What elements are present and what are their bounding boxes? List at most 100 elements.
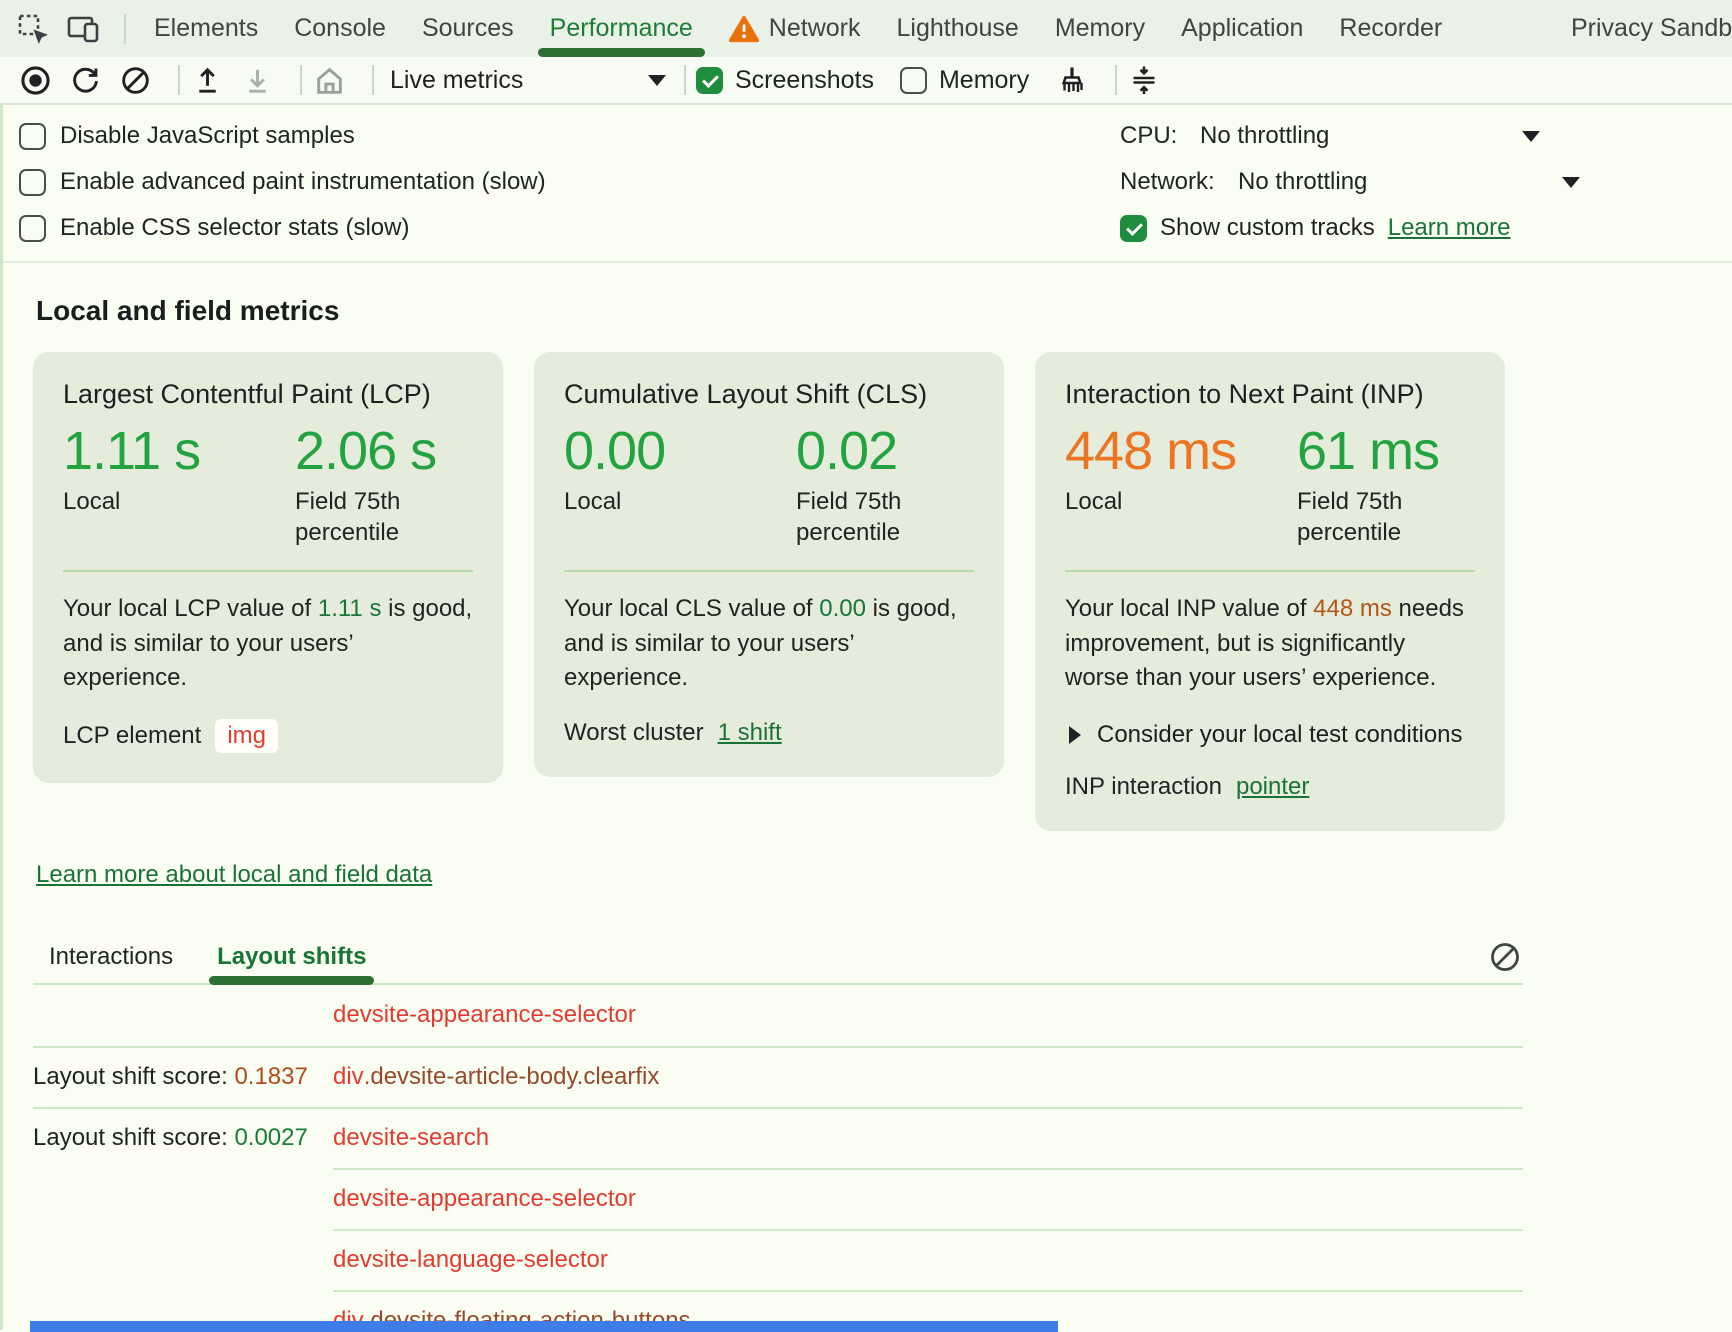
element-link[interactable]: devsite-language-selector bbox=[333, 1246, 608, 1274]
log-tabs: Interactions Layout shifts bbox=[33, 931, 1523, 985]
element-link[interactable]: devsite-search bbox=[333, 1124, 490, 1152]
lcp-card: Largest Contentful Paint (LCP) 1.11 s Lo… bbox=[33, 352, 503, 783]
card-divider bbox=[1065, 570, 1475, 573]
css-selector-stats-checkbox[interactable] bbox=[19, 214, 46, 242]
cls-field-label: Field 75th percentile bbox=[796, 488, 902, 547]
toolbar-separator bbox=[124, 13, 126, 44]
lcp-card-title: Largest Contentful Paint (LCP) bbox=[63, 379, 431, 409]
element-link[interactable]: devsite-appearance-selector bbox=[333, 1001, 636, 1029]
lcp-local-label: Local bbox=[63, 488, 121, 516]
load-profile-icon[interactable] bbox=[190, 63, 224, 97]
advanced-paint-instrumentation-row[interactable]: Enable advanced paint instrumentation (s… bbox=[19, 159, 1732, 205]
tab-network[interactable]: Network bbox=[711, 0, 879, 57]
screenshots-checkbox[interactable] bbox=[696, 66, 723, 94]
lcp-field-label: Field 75th percentile bbox=[295, 488, 401, 547]
layout-shift-score: 0.0027 bbox=[234, 1124, 308, 1152]
lcp-inline-value: 1.11 s bbox=[317, 595, 382, 623]
collect-garbage-icon[interactable] bbox=[1055, 63, 1089, 97]
clear-button[interactable] bbox=[118, 63, 152, 97]
inp-local-value: 448 ms bbox=[1065, 421, 1237, 481]
toolbar-separator bbox=[684, 65, 686, 95]
layout-shift-score: 0.1837 bbox=[234, 1063, 308, 1091]
lcp-field-value: 2.06 s bbox=[295, 421, 437, 481]
cls-description: Your local CLS value of 0.00 is good, an… bbox=[564, 595, 957, 691]
inp-inline-value: 448 ms bbox=[1313, 595, 1392, 623]
tab-sources[interactable]: Sources bbox=[421, 14, 514, 42]
element-link[interactable]: devsite-appearance-selector bbox=[333, 1185, 636, 1213]
screenshots-checkbox-row[interactable]: Screenshots bbox=[696, 66, 874, 95]
disclosure-triangle-icon bbox=[1069, 725, 1081, 744]
reload-and-record-button[interactable] bbox=[68, 63, 102, 97]
cls-local-label: Local bbox=[564, 488, 622, 516]
chevron-down-icon bbox=[1562, 176, 1580, 188]
tab-elements[interactable]: Elements bbox=[154, 14, 259, 42]
cpu-throttling-select[interactable]: CPU: No throttling bbox=[1120, 113, 1732, 159]
record-button[interactable] bbox=[18, 63, 52, 97]
lcp-description: Your local LCP value of 1.11 s is good, … bbox=[63, 595, 473, 691]
clear-log-icon[interactable] bbox=[1489, 941, 1521, 973]
custom-tracks-learn-more-link[interactable]: Learn more bbox=[1387, 214, 1511, 241]
network-throttling-select[interactable]: Network: No throttling bbox=[1120, 159, 1732, 205]
chevron-down-icon bbox=[1522, 130, 1540, 142]
tab-lighthouse[interactable]: Lighthouse bbox=[896, 14, 1019, 42]
tab-privacy-sandbox[interactable]: Privacy Sandbox bbox=[1571, 14, 1732, 42]
inp-field-value: 61 ms bbox=[1297, 421, 1440, 481]
live-metrics-log: Interactions Layout shifts devsite-appea… bbox=[33, 931, 1523, 1332]
warning-icon bbox=[728, 15, 759, 43]
cls-local-value: 0.00 bbox=[564, 421, 666, 481]
toolbar-separator bbox=[300, 65, 302, 95]
memory-checkbox-row[interactable]: Memory bbox=[899, 66, 1029, 95]
inp-card: Interaction to Next Paint (INP) 448 ms L… bbox=[1035, 352, 1505, 831]
element-link-classes[interactable]: .devsite-article-body.clearfix bbox=[363, 1063, 660, 1091]
device-toolbar-icon[interactable] bbox=[64, 10, 102, 48]
inp-field-label: Field 75th percentile bbox=[1297, 488, 1403, 547]
table-row[interactable]: Layout shift score: 0.0027 devsite-searc… bbox=[33, 1106, 1523, 1168]
cls-card-title: Cumulative Layout Shift (CLS) bbox=[564, 379, 928, 409]
capture-settings: Disable JavaScript samples Enable advanc… bbox=[3, 105, 1732, 263]
tab-application[interactable]: Application bbox=[1181, 14, 1304, 42]
page-title: Local and field metrics bbox=[36, 295, 340, 326]
throttling-settings: CPU: No throttling Network: No throttlin… bbox=[1120, 113, 1732, 251]
cls-inline-value: 0.00 bbox=[819, 595, 866, 623]
panel-mode-select[interactable]: Live metrics bbox=[384, 66, 674, 95]
lcp-element-chip[interactable]: img bbox=[215, 718, 278, 753]
learn-more-local-field-link[interactable]: Learn more about local and field data bbox=[36, 860, 433, 888]
tab-performance[interactable]: Performance bbox=[532, 0, 711, 57]
cls-card: Cumulative Layout Shift (CLS) 0.00 Local… bbox=[534, 352, 1004, 777]
tab-layout-shifts[interactable]: Layout shifts bbox=[209, 931, 375, 985]
table-row[interactable]: devsite-appearance-selector bbox=[33, 1167, 1523, 1229]
card-divider bbox=[63, 570, 473, 573]
table-row[interactable]: devsite-appearance-selector bbox=[33, 985, 1523, 1046]
tab-recorder[interactable]: Recorder bbox=[1339, 14, 1443, 42]
consider-local-conditions-disclosure[interactable]: Consider your local test conditions bbox=[1065, 721, 1475, 749]
tab-console[interactable]: Console bbox=[294, 14, 386, 42]
element-link[interactable]: div bbox=[333, 1063, 364, 1091]
lcp-local-value: 1.11 s bbox=[63, 421, 201, 481]
table-row[interactable]: devsite-language-selector bbox=[33, 1228, 1523, 1290]
home-icon[interactable] bbox=[312, 63, 346, 97]
table-row[interactable]: Layout shift score: 0.1837 div .devsite-a… bbox=[33, 1045, 1523, 1107]
disable-js-samples-checkbox[interactable] bbox=[19, 122, 46, 150]
layout-shifts-table: devsite-appearance-selector Layout shift… bbox=[33, 982, 1523, 1332]
card-divider bbox=[564, 570, 974, 573]
metric-cards: Largest Contentful Paint (LCP) 1.11 s Lo… bbox=[33, 352, 1732, 831]
advanced-paint-instrumentation-checkbox[interactable] bbox=[19, 168, 46, 196]
cls-worst-cluster-link[interactable]: 1 shift bbox=[717, 718, 782, 746]
show-custom-tracks-checkbox[interactable] bbox=[1120, 214, 1147, 242]
tab-interactions[interactable]: Interactions bbox=[49, 942, 174, 970]
cls-field-value: 0.02 bbox=[796, 421, 898, 481]
cls-worst-cluster-label: Worst cluster bbox=[564, 718, 704, 746]
collapse-sections-icon[interactable] bbox=[1127, 63, 1161, 97]
tab-memory[interactable]: Memory bbox=[1054, 14, 1146, 42]
devtools-tabbar: Elements Console Sources Performance Net… bbox=[0, 0, 1732, 57]
memory-checkbox[interactable] bbox=[899, 66, 927, 94]
css-selector-stats-row[interactable]: Enable CSS selector stats (slow) bbox=[19, 205, 1732, 251]
toolbar-separator bbox=[372, 65, 374, 95]
save-profile-icon[interactable] bbox=[240, 63, 274, 97]
disable-js-samples-row[interactable]: Disable JavaScript samples bbox=[19, 113, 1732, 159]
selection-highlight-bar[interactable] bbox=[30, 1321, 1058, 1332]
inp-interaction-link[interactable]: pointer bbox=[1235, 772, 1310, 800]
toolbar-separator bbox=[178, 65, 180, 95]
show-custom-tracks-row: Show custom tracks Learn more bbox=[1120, 205, 1732, 251]
inspect-element-icon[interactable] bbox=[14, 10, 52, 48]
